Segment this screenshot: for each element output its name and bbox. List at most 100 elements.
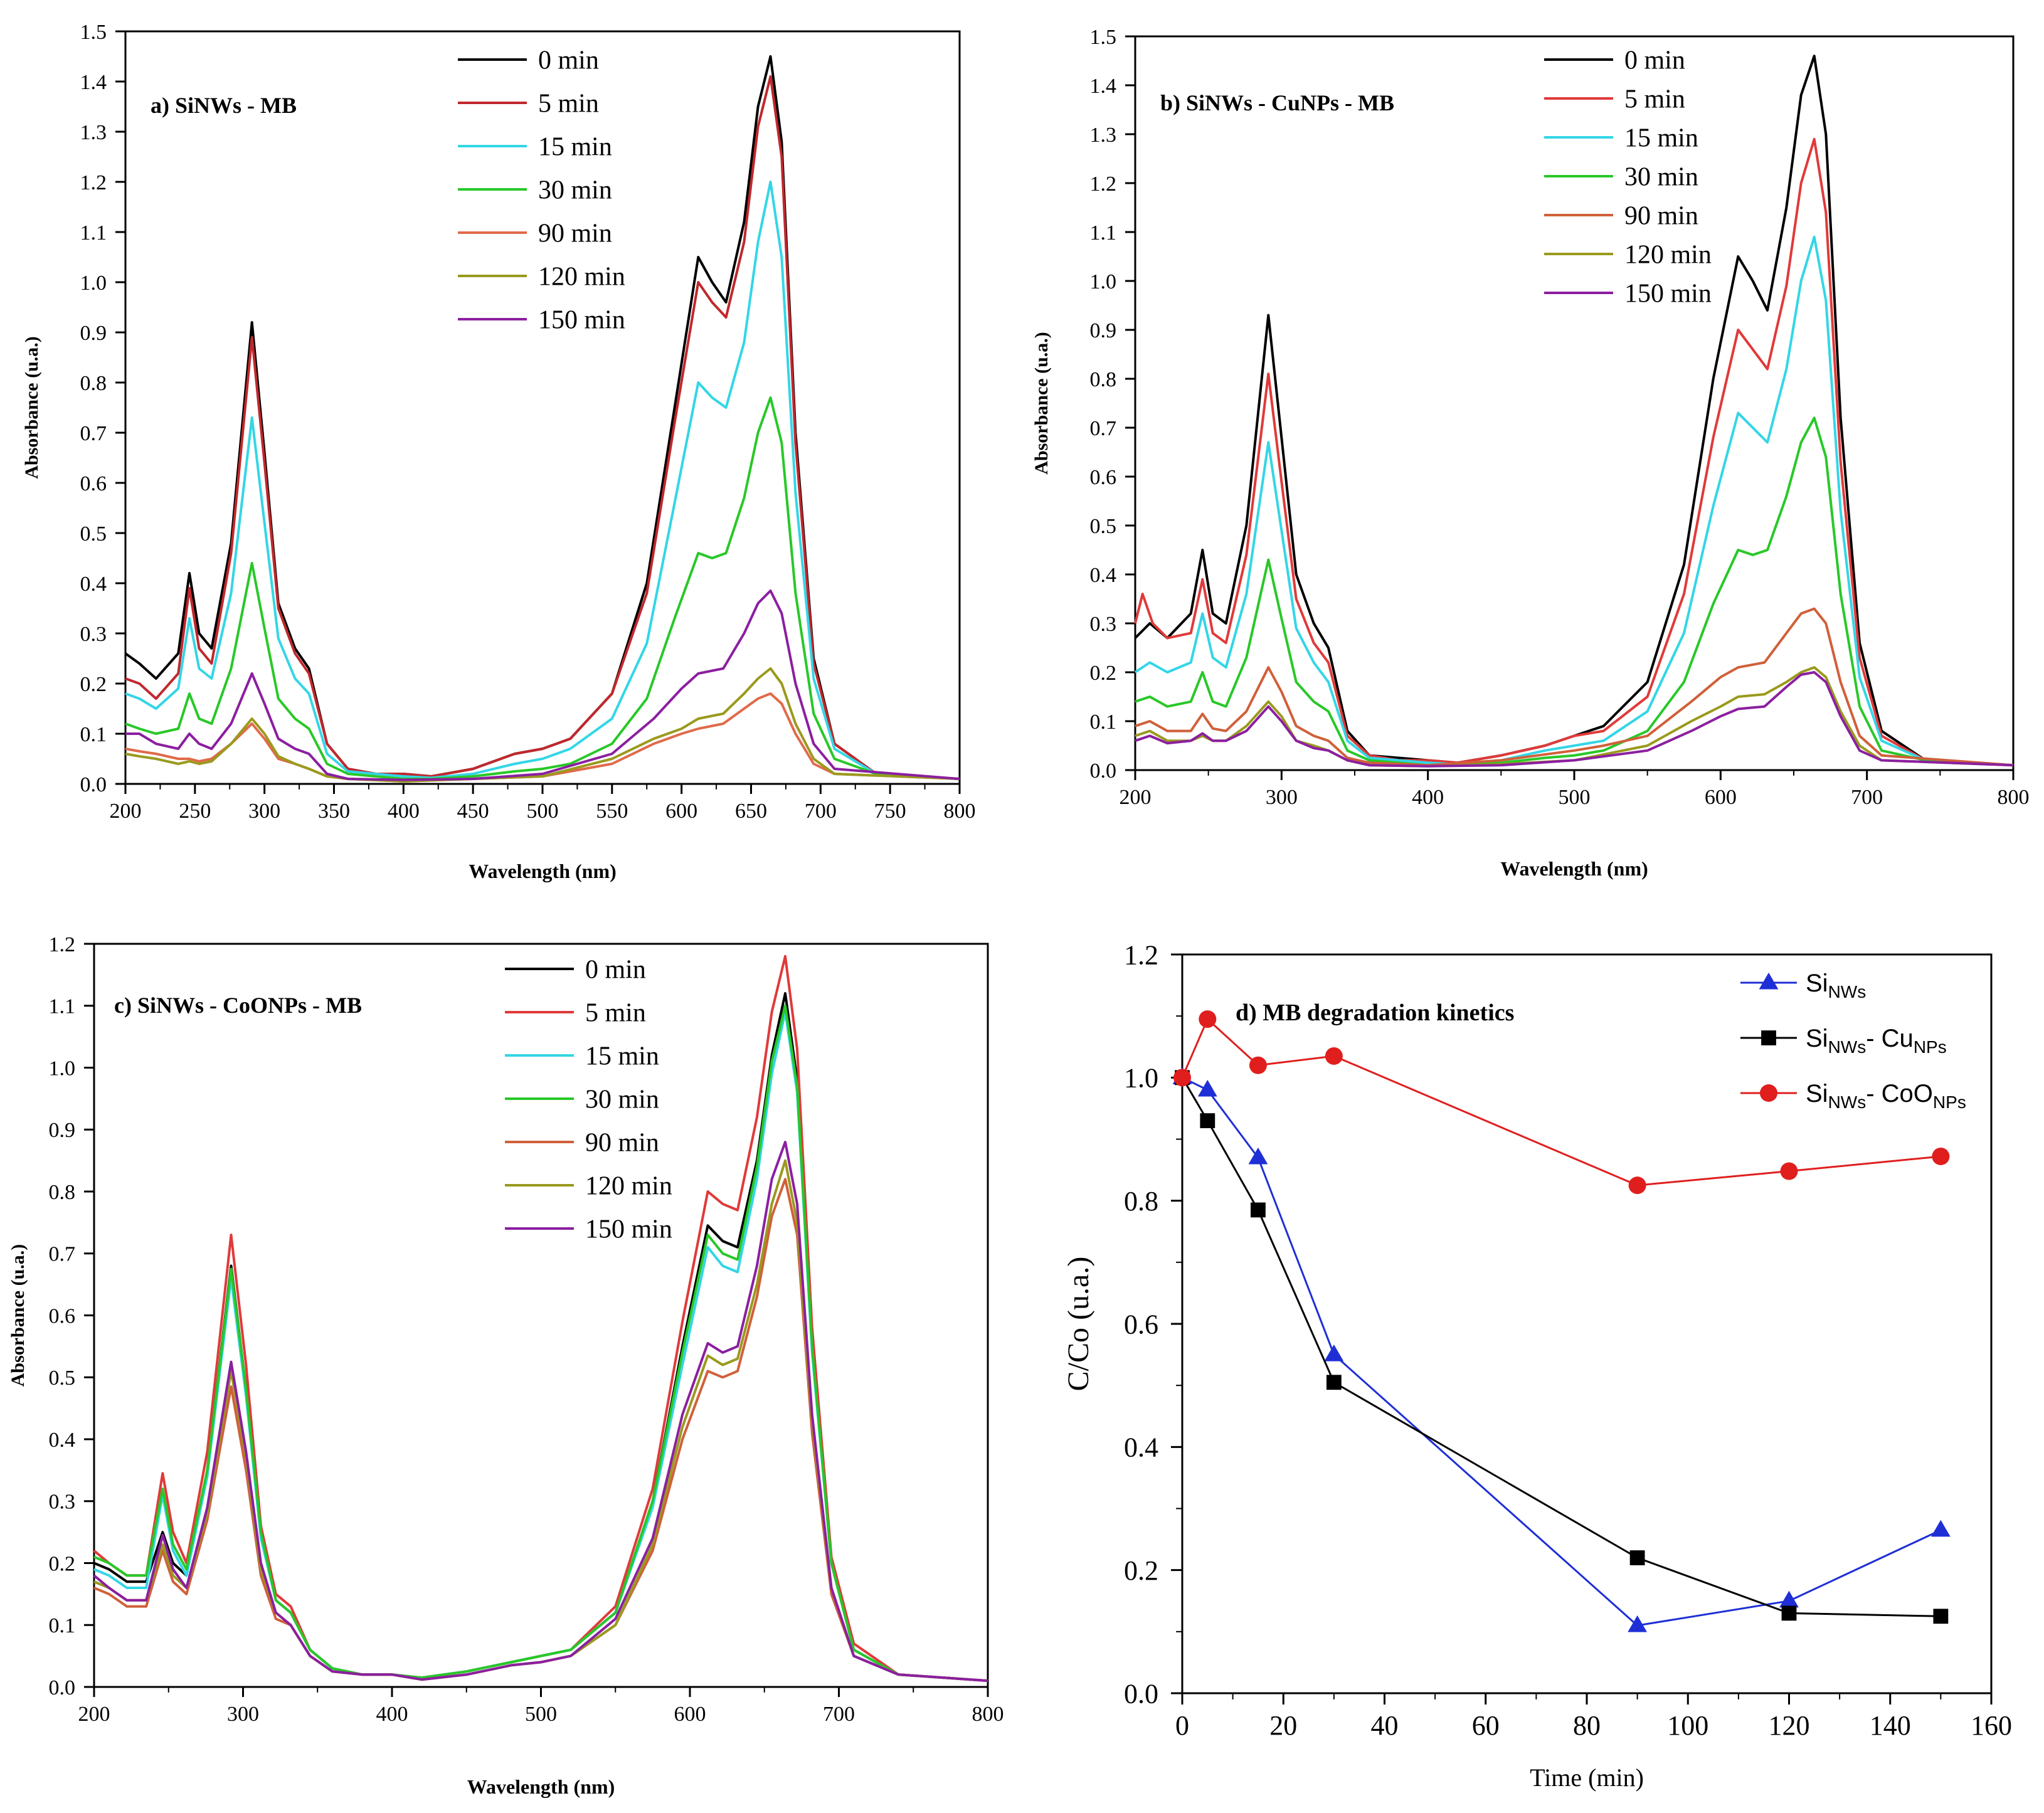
legend-label: 90 min — [538, 219, 612, 248]
legend-text-part: - Cu — [1866, 1025, 1914, 1052]
y-tick-label: 1.2 — [1090, 172, 1117, 196]
legend-subscript: NPs — [1933, 1092, 1966, 1112]
series-line — [1135, 416, 2014, 767]
circle-marker — [1173, 1069, 1191, 1087]
y-tick-label: 1.5 — [80, 21, 107, 44]
x-axis-label: Time (min) — [1530, 1763, 1644, 1792]
y-tick-label: 1.2 — [1124, 939, 1158, 970]
series-90-min — [1135, 607, 2014, 767]
y-tick-label: 0.0 — [49, 1676, 76, 1699]
chart-title: c) SiNWs - CoONPs - MB — [114, 993, 362, 1018]
legend-label: 90 min — [585, 1129, 659, 1158]
x-tick-label: 700 — [1851, 786, 1883, 809]
circle-marker — [1325, 1047, 1343, 1065]
square-marker — [1629, 1550, 1645, 1565]
square-marker — [1761, 1030, 1776, 1045]
y-tick-label: 0.6 — [49, 1304, 76, 1328]
legend-text-part: Si — [1806, 1025, 1828, 1052]
legend-label: 90 min — [1624, 202, 1698, 231]
x-tick-label: 800 — [972, 1703, 1004, 1726]
series-150-min — [1135, 671, 2014, 768]
x-tick-label: 700 — [823, 1703, 855, 1726]
series-0-min — [1134, 55, 2014, 767]
y-tick-label: 0.1 — [1090, 711, 1117, 734]
legend-subscript: NWs — [1828, 982, 1867, 1002]
series-line — [1134, 137, 2014, 767]
triangle-marker — [1628, 1615, 1648, 1632]
legend-label: 0 min — [1624, 46, 1685, 75]
series-line — [125, 589, 960, 781]
series-line — [124, 55, 960, 780]
triangle-marker — [1197, 1079, 1217, 1097]
x-tick-label: 300 — [248, 800, 280, 823]
series-sinws--coonps — [1173, 1010, 1950, 1195]
triangle-marker — [1248, 1147, 1268, 1165]
x-tick-label: 0 — [1175, 1710, 1189, 1741]
x-tick-label: 40 — [1371, 1710, 1399, 1741]
series-0-min — [124, 55, 960, 780]
series-15-min — [125, 181, 960, 780]
legend-subscript: NWs — [1828, 1037, 1867, 1057]
chart-title: a) SiNWs - MB — [151, 93, 297, 118]
x-axis-label: Wavelength (nm) — [469, 860, 617, 882]
series-line — [1135, 607, 2014, 767]
x-tick-label: 60 — [1472, 1710, 1500, 1741]
circle-marker — [1760, 1084, 1777, 1102]
legend-label: 15 min — [585, 1042, 659, 1071]
series-15-min — [93, 1010, 988, 1683]
series-5-min — [1134, 137, 2014, 767]
y-tick-label: 1.3 — [80, 121, 107, 144]
series-150-min — [93, 1141, 988, 1683]
series-line — [1135, 671, 2014, 768]
legend-label: 120 min — [585, 1172, 672, 1201]
legend-label: 150 min — [1624, 280, 1712, 309]
y-tick-label: 1.5 — [1090, 26, 1117, 49]
circle-marker — [1628, 1176, 1646, 1195]
circle-marker — [1249, 1056, 1267, 1074]
legend-label: SiNWs — [1806, 970, 1866, 1002]
y-tick-label: 0.7 — [1090, 417, 1117, 440]
legend-text-part: Si — [1806, 970, 1828, 997]
legend-label: 120 min — [538, 263, 625, 292]
series-line — [93, 1159, 988, 1683]
series-line — [93, 954, 988, 1683]
series-line — [1181, 1077, 1941, 1617]
series-150-min — [125, 589, 960, 781]
series-line — [125, 667, 960, 783]
y-axis-label: Absorbance (u.a.) — [8, 1244, 28, 1387]
legend-label: 5 min — [538, 90, 599, 119]
x-tick-label: 650 — [735, 800, 767, 823]
series-120-min — [125, 667, 960, 783]
legend-label: 0 min — [538, 46, 599, 75]
series-120-min — [93, 1159, 988, 1683]
x-tick-label: 20 — [1269, 1710, 1297, 1741]
y-tick-label: 0.5 — [1090, 515, 1117, 538]
y-tick-label: 0.7 — [49, 1243, 76, 1266]
series-line — [1134, 55, 2014, 767]
y-tick-label: 0.3 — [80, 623, 107, 646]
series-line — [1182, 1076, 1942, 1627]
square-marker — [1933, 1609, 1949, 1624]
x-tick-label: 600 — [674, 1703, 706, 1726]
x-tick-label: 600 — [1705, 786, 1737, 809]
y-tick-label: 0.1 — [49, 1614, 76, 1637]
x-tick-label: 200 — [110, 800, 142, 823]
y-tick-label: 0.1 — [80, 723, 107, 746]
legend-label: 30 min — [538, 176, 612, 205]
y-tick-label: 0.6 — [1090, 466, 1117, 489]
y-tick-label: 0.5 — [49, 1366, 76, 1390]
x-tick-label: 350 — [318, 800, 350, 823]
chart-c: 200 300 400 500 600 700 800 0.0 0.1 0.2 0.3 0.4 0.5 0… — [8, 933, 1004, 1798]
y-tick-label: 0.8 — [49, 1181, 76, 1204]
chart-title: b) SiNWs - CuNPs - MB — [1160, 90, 1394, 115]
y-tick-label: 0.4 — [1090, 564, 1117, 587]
square-marker — [1781, 1605, 1797, 1621]
legend-label: 5 min — [1624, 85, 1685, 114]
series-30-min — [1135, 416, 2014, 767]
triangle-marker — [1779, 1590, 1799, 1608]
x-tick-label: 100 — [1667, 1710, 1708, 1741]
x-tick-label: 500 — [525, 1703, 557, 1726]
legend-label: 30 min — [1624, 163, 1698, 192]
chart-title: d) MB degradation kinetics — [1236, 1000, 1514, 1026]
legend-label: 150 min — [585, 1215, 672, 1244]
